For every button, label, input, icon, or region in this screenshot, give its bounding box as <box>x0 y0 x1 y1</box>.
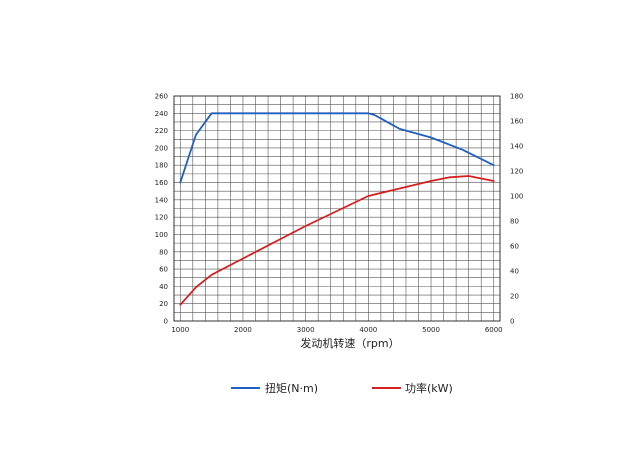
y-left-tick-label: 220 <box>155 127 168 135</box>
y-right-tick-label: 60 <box>510 243 519 251</box>
x-tick-label: 4000 <box>359 326 377 334</box>
y-left-tick-label: 100 <box>155 231 168 239</box>
x-tick-label: 2000 <box>234 326 252 334</box>
grid <box>173 95 501 322</box>
y-right-tick-label: 160 <box>510 118 523 126</box>
legend-label: 扭矩(N·m) <box>265 381 318 395</box>
x-tick-label: 1000 <box>171 326 189 334</box>
x-tick-label: 6000 <box>485 326 503 334</box>
y-left-tick-label: 200 <box>155 144 168 152</box>
x-axis-label: 发动机转速（rpm） <box>300 336 399 350</box>
x-tick-label: 5000 <box>422 326 440 334</box>
y-right-tick-label: 140 <box>510 143 523 151</box>
y-left-tick-label: 0 <box>164 318 168 326</box>
y-right-tick-label: 20 <box>510 293 519 301</box>
y-right-tick-label: 0 <box>510 318 514 326</box>
y-right-tick-label: 180 <box>510 93 523 101</box>
series-line-power <box>179 175 495 306</box>
y-right-tick-label: 100 <box>510 193 523 201</box>
y-right-tick-label: 80 <box>510 218 519 226</box>
y-left-tick-label: 180 <box>155 162 168 170</box>
y-left-tick-label: 260 <box>155 93 168 101</box>
y-left-tick-label: 80 <box>159 248 168 256</box>
series-group <box>179 112 495 306</box>
y-left-tick-label: 120 <box>155 214 168 222</box>
tick-labels: 0 20 40 60 80 100 120 140 160 180 200 220 240 260 0 20 4… <box>155 93 524 335</box>
y-left-tick-label: 160 <box>155 179 168 187</box>
y-left-tick-label: 60 <box>159 266 168 274</box>
x-tick-label: 3000 <box>297 326 315 334</box>
y-left-tick-label: 140 <box>155 196 168 204</box>
series-line-torque <box>179 112 495 184</box>
y-left-tick-label: 40 <box>159 283 168 291</box>
plot-frame <box>173 95 501 322</box>
y-right-tick-label: 120 <box>510 168 523 176</box>
legend: 扭矩(N·m) 功率(kW) <box>231 381 453 395</box>
y-left-tick-label: 240 <box>155 110 168 118</box>
legend-label: 功率(kW) <box>405 381 453 395</box>
y-left-tick-label: 20 <box>159 300 168 308</box>
y-right-tick-label: 40 <box>510 268 519 276</box>
